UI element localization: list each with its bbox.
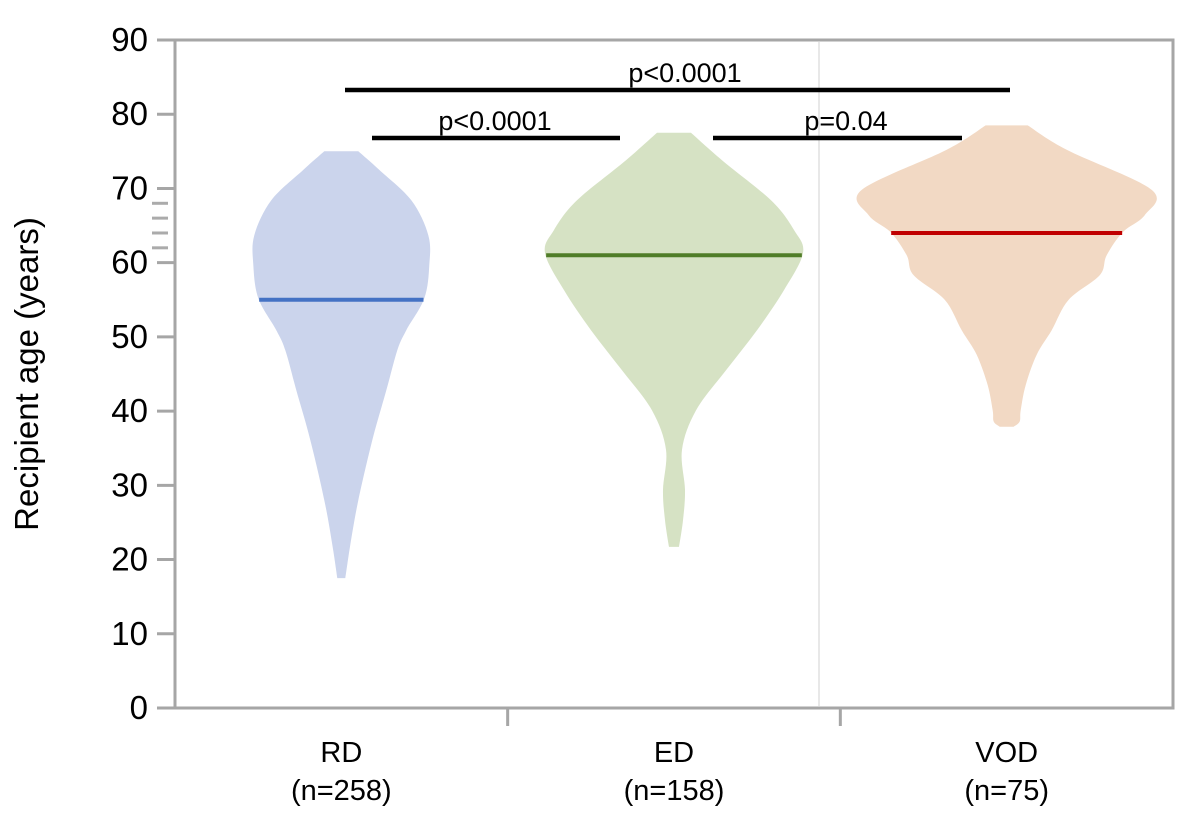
p-value-label-rd-ed: p<0.0001 [438,106,551,136]
y-tick-label: 0 [130,689,148,726]
category-n-label-ed: (n=158) [624,775,725,807]
category-label-rd: RD [320,737,362,769]
y-tick-label: 60 [111,244,148,281]
category-n-label-rd: (n=258) [291,775,392,807]
y-tick-label: 70 [111,169,148,206]
category-label-ed: ED [654,737,694,769]
p-value-label-ed-vod: p=0.04 [804,106,887,136]
category-n-label-vod: (n=75) [964,775,1049,807]
y-tick-label: 80 [111,95,148,132]
plot-frame [173,38,1175,710]
violin-layer [252,125,1157,579]
y-tick-label: 90 [111,21,148,58]
y-tick-label: 20 [111,541,148,578]
y-tick-label: 40 [111,392,148,429]
violin-ed [544,132,804,547]
violin-vod [856,125,1157,427]
p-value-label-rd-vod: p<0.0001 [628,58,741,88]
axis-frame-layer: 0 10 20 30 40 50 60 70 80 90 RD (n=258) ED (n=158) VOD… [111,21,1175,807]
y-axis-title: Recipient age (years) [8,217,45,531]
violin-rd [252,151,431,579]
category-label-vod: VOD [975,737,1038,769]
y-tick-label: 10 [111,615,148,652]
significance-annotation-layer: p<0.0001 p<0.0001 p=0.04 [345,58,1010,141]
y-tick-label: 30 [111,466,148,503]
y-tick-label: 50 [111,318,148,355]
